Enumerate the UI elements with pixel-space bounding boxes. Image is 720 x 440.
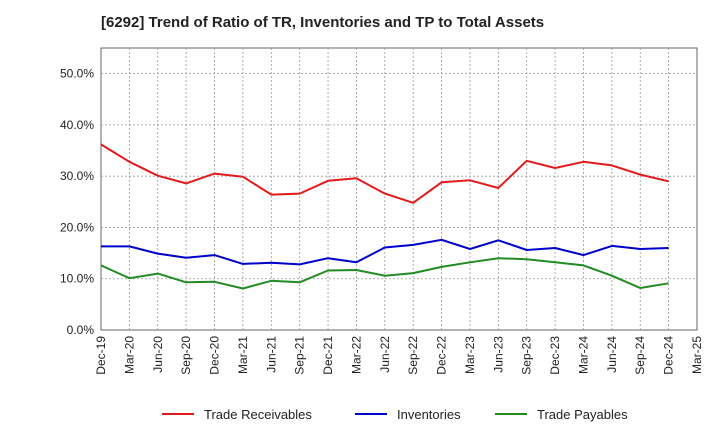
x-tick-label: Dec-19 (94, 336, 108, 375)
plot-area (100, 47, 698, 331)
legend: Trade Receivables Inventories Trade Payabl… (162, 407, 628, 422)
x-tick-label: Mar-21 (236, 336, 250, 374)
legend-label: Inventories (397, 407, 461, 422)
series-line-inventories (101, 238, 669, 266)
x-tick-label: Jun-24 (605, 336, 619, 373)
y-tick-label: 30.0% (60, 169, 94, 183)
x-tick-label: Sep-20 (179, 336, 193, 375)
x-tick-label: Dec-20 (208, 336, 222, 375)
x-tick-label: Dec-24 (662, 336, 676, 375)
x-tick-label: Jun-21 (264, 336, 278, 373)
y-tick-label: 40.0% (60, 118, 94, 132)
chart-title: [6292] Trend of Ratio of TR, Inventories… (101, 14, 545, 31)
x-tick-label: Mar-20 (122, 336, 136, 374)
x-axis-ticks: Dec-19 Mar-20 Jun-20 Sep-20 Dec-20 Mar-21 Jun-… (94, 336, 704, 375)
x-tick-label: Mar-24 (576, 336, 590, 374)
x-tick-label: Sep-24 (633, 336, 647, 375)
x-tick-label: Mar-22 (349, 336, 363, 374)
x-tick-label: Mar-25 (690, 336, 704, 374)
x-tick-label: Dec-23 (548, 336, 562, 375)
y-tick-label: 10.0% (60, 272, 94, 286)
x-tick-label: Dec-21 (321, 336, 335, 375)
x-tick-label: Sep-22 (406, 336, 420, 375)
x-tick-label: Dec-22 (435, 336, 449, 375)
x-tick-label: Jun-23 (491, 336, 505, 373)
x-tick-label: Sep-21 (293, 336, 307, 375)
x-tick-label: Sep-23 (520, 336, 534, 375)
x-tick-label: Mar-23 (463, 336, 477, 374)
y-tick-label: 50.0% (60, 67, 94, 81)
series-lines (100, 143, 669, 290)
series-line-trade-receivables (100, 143, 669, 204)
legend-label: Trade Payables (537, 407, 628, 422)
x-tick-label: Jun-22 (378, 336, 392, 373)
x-tick-label: Jun-20 (151, 336, 165, 373)
series-line-trade-payables (100, 257, 669, 290)
y-axis-ticks: 0.0% 10.0% 20.0% 30.0% 40.0% 50.0% (60, 67, 94, 337)
legend-label: Trade Receivables (204, 407, 312, 422)
y-tick-label: 0.0% (67, 323, 95, 337)
grid-lines (101, 48, 697, 330)
y-tick-label: 20.0% (60, 220, 94, 234)
